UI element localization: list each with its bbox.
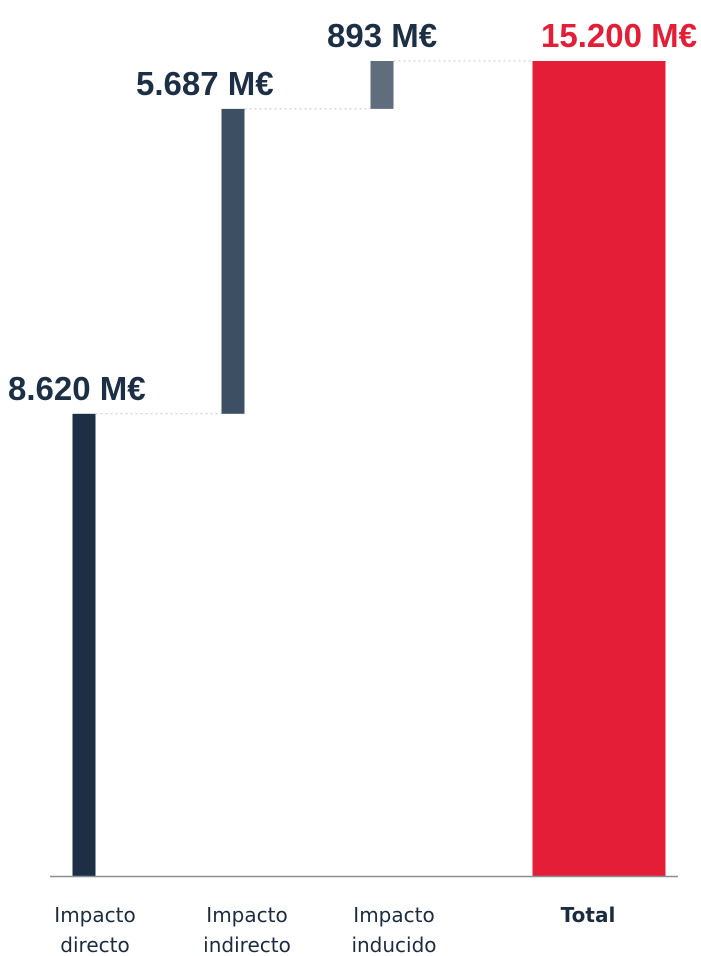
value-labels-group: 8.620 M€ 5.687 M€ 893 M€ 15.200 M€ (8, 17, 697, 407)
category-labels-group: Impacto directo Impacto indirecto Impacto ind… (54, 903, 615, 956)
category-label-2: Impacto indirecto (203, 903, 291, 956)
bar-3 (370, 61, 394, 109)
bar-total (532, 61, 666, 876)
value-label-1: 8.620 M€ (8, 370, 146, 407)
connector-lines (95, 60, 533, 415)
value-label-3: 893 M€ (327, 17, 437, 54)
value-label-total: 15.200 M€ (541, 17, 697, 54)
bar-2 (221, 108, 245, 414)
value-label-2: 5.687 M€ (136, 65, 274, 102)
category-label-1: Impacto directo (54, 903, 135, 956)
bar-1 (72, 413, 96, 876)
category-label-3: Impacto inducido (351, 903, 436, 956)
bars-group (72, 61, 666, 876)
category-label-total: Total (561, 903, 616, 927)
